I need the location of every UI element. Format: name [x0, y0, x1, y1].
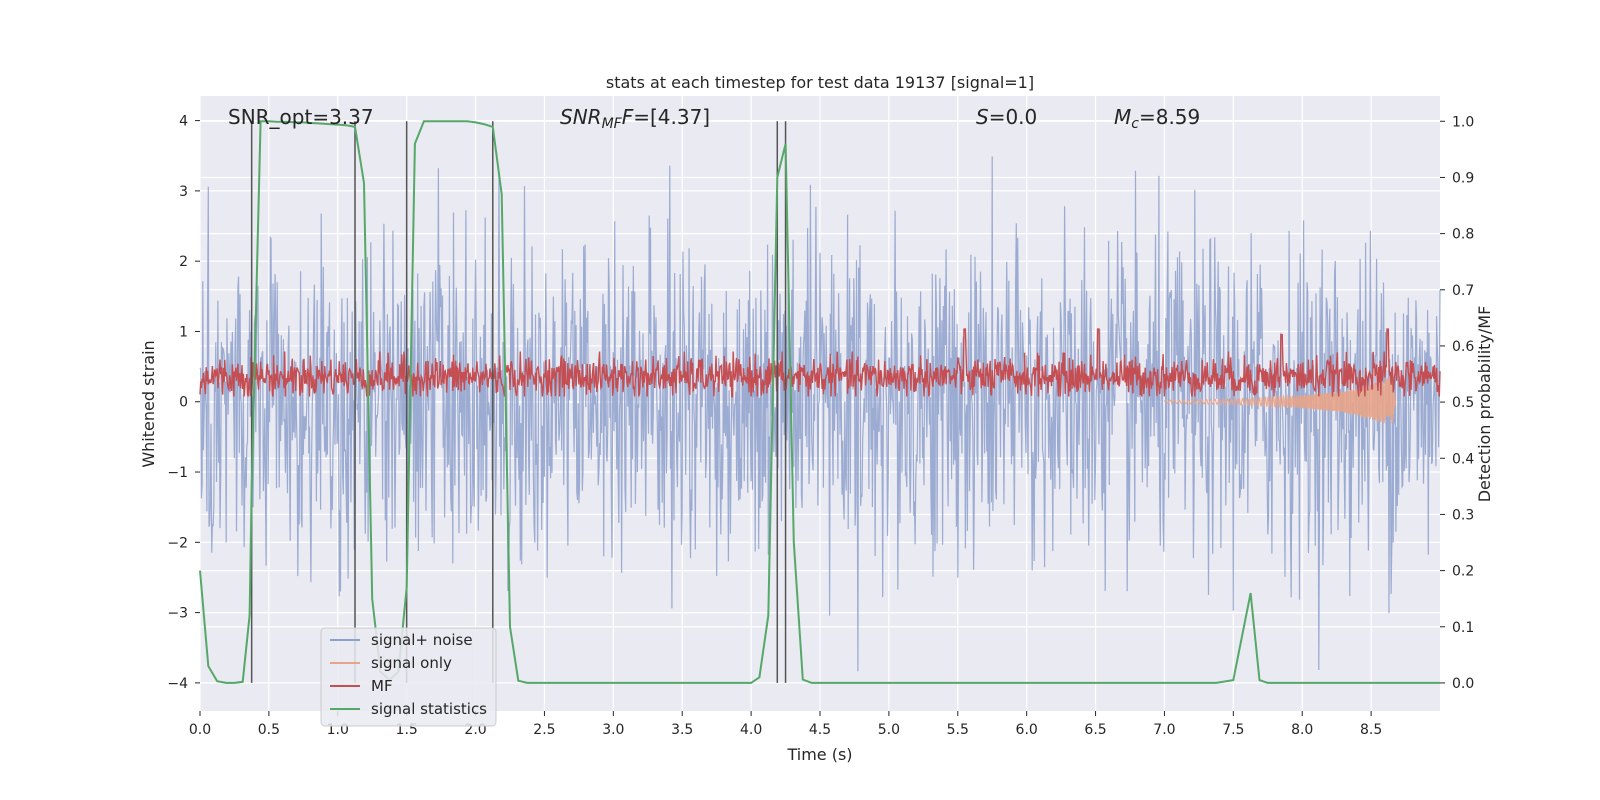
legend-label-signal-statistics: signal statistics [371, 700, 487, 718]
signal-statistics-line [199, 120, 1440, 684]
y-left-tick-label: 0 [179, 395, 188, 411]
x-tick-label: 5.5 [947, 722, 969, 738]
annotation-snr-opt: SNR_opt=3.37 [228, 105, 374, 129]
legend-label-signal-plus-noise: signal+ noise [371, 631, 473, 649]
y-right-axis-label: Detection probability/MF [1475, 306, 1494, 503]
x-tick-label: 3.0 [602, 722, 624, 738]
y-right-tick-label: 0.5 [1452, 395, 1474, 411]
x-tick-label: 6.0 [1016, 722, 1038, 738]
y-right-tick-label: 0.1 [1452, 620, 1474, 636]
x-tick-label: 4.5 [809, 722, 831, 738]
y-right-tick-label: 0.2 [1452, 564, 1474, 580]
y-right-tick-label: 1.0 [1452, 114, 1474, 130]
y-left-tick-label: 2 [179, 254, 188, 270]
y-left-tick-label: 1 [179, 324, 188, 340]
x-tick-label: 8.0 [1291, 722, 1313, 738]
x-tick-label: 5.0 [878, 722, 900, 738]
y-right-tick-label: 0.7 [1452, 283, 1474, 299]
x-tick-label: 7.5 [1222, 722, 1244, 738]
legend: signal+ noise signal only MF signal stat… [320, 627, 497, 727]
signal-only-line [1163, 377, 1397, 424]
y-right-tick-label: 0.6 [1452, 339, 1474, 355]
x-tick-label: 4.0 [740, 722, 762, 738]
y-right-tick-label: 0.4 [1452, 451, 1474, 467]
annotation-snr-mf: SNRMFF=[4.37] [560, 105, 710, 132]
y-right-tick-label: 0.3 [1452, 507, 1474, 523]
chart-title: stats at each timestep for test data 191… [606, 73, 1034, 92]
x-axis-label: Time (s) [786, 745, 852, 764]
x-tick-label: 6.5 [1084, 722, 1106, 738]
legend-box [320, 627, 497, 727]
x-tick-label: 0.0 [189, 722, 211, 738]
y-right-tick-label: 0.8 [1452, 227, 1474, 243]
annotation-mc: Mc=8.59 [1114, 105, 1200, 132]
y-left-tick-label: −1 [167, 465, 188, 481]
y-right-axis-ticks: 0.0 0.1 0.2 0.3 0.4 0.5 0.6 0.7 0.8 0.9 1.0 [1440, 114, 1474, 692]
y-left-tick-label: −2 [167, 535, 188, 551]
y-left-tick-label: −4 [167, 676, 188, 692]
annotation-s: S=0.0 [976, 105, 1037, 129]
y-left-tick-label: 4 [179, 114, 188, 130]
y-left-axis-label: Whitened strain [139, 340, 158, 467]
annotation-s-value: =0.0 [989, 105, 1038, 129]
vertical-markers [250, 121, 787, 683]
x-tick-label: 8.5 [1360, 722, 1382, 738]
y-left-tick-label: 3 [179, 184, 188, 200]
series-signal-statistics [199, 120, 1440, 684]
y-left-axis-ticks: −4 −3 −2 −1 0 1 2 3 4 [167, 114, 200, 692]
x-tick-label: 3.5 [671, 722, 693, 738]
legend-label-mf: MF [371, 677, 393, 695]
annotation-s-symbol: S [976, 105, 989, 129]
x-tick-label: 0.5 [258, 722, 280, 738]
y-right-tick-label: 0.0 [1452, 676, 1474, 692]
y-right-tick-label: 0.9 [1452, 170, 1474, 186]
annotation-snr-mf-value: =[4.37] [633, 105, 710, 129]
y-left-tick-label: −3 [167, 606, 188, 622]
x-tick-label: 7.0 [1153, 722, 1175, 738]
annotation-snr-mf-symbol: SNR [560, 105, 602, 129]
x-tick-label: 2.5 [533, 722, 555, 738]
legend-label-signal-only: signal only [371, 654, 452, 672]
annotation-mc-sub: c [1131, 116, 1139, 132]
annotation-snr-mf-sub: MF [602, 116, 623, 132]
annotation-mc-value: =8.59 [1139, 105, 1200, 129]
series-signal-only [1163, 377, 1397, 424]
annotation-mc-symbol: M [1114, 105, 1131, 129]
